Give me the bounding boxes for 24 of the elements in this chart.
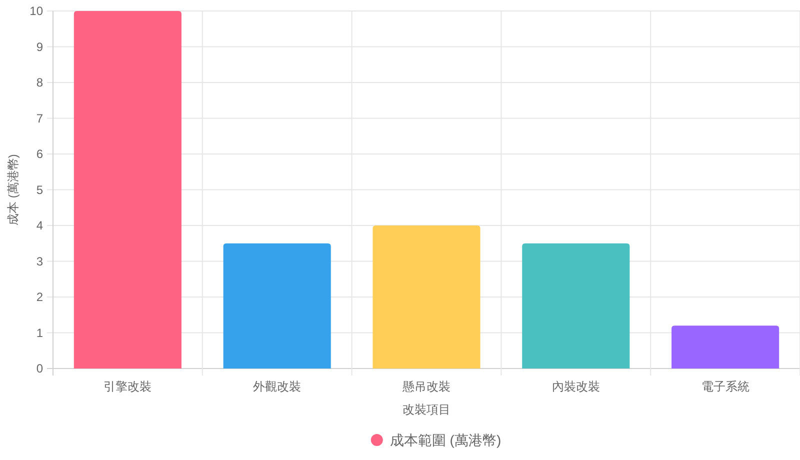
y-tick-label: 6 [36, 147, 44, 161]
y-tick-label: 8 [36, 76, 44, 90]
x-tick-label: 懸吊改裝 [402, 380, 450, 394]
y-tick-label: 7 [36, 111, 44, 126]
x-tick-label: 外觀改裝 [253, 380, 302, 394]
y-axis-title: 成本 (萬港幣) [6, 154, 20, 226]
y-tick-label: 1 [36, 326, 44, 340]
y-tick-label: 4 [36, 218, 44, 232]
x-tick-label: 內裝改裝 [552, 380, 600, 394]
y-tick-label: 2 [36, 290, 44, 304]
y-tick-label: 0 [36, 362, 44, 376]
bar [672, 326, 780, 368]
legend-label: 成本範圍 (萬港幣) [390, 432, 502, 448]
y-tick-label: 5 [36, 182, 44, 197]
bar [223, 243, 331, 368]
x-tick-label: 引擎改裝 [104, 380, 152, 394]
x-axis-title: 改裝項目 [402, 402, 450, 416]
bar [522, 243, 630, 368]
y-tick-label: 10 [30, 4, 44, 18]
x-tick-label: 電子系統 [701, 380, 750, 394]
y-tick-label: 9 [36, 40, 44, 54]
bar [372, 226, 480, 368]
bar [74, 11, 182, 368]
y-tick-label: 3 [36, 254, 44, 268]
